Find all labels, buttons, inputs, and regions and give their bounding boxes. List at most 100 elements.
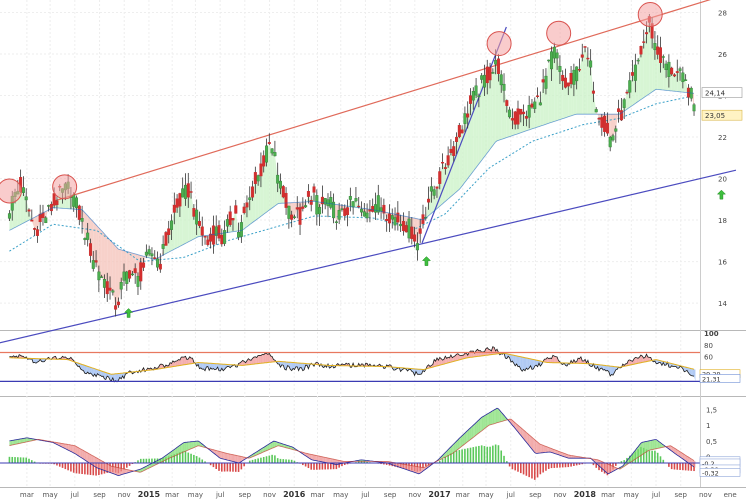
- rsi-tick-label: 100: [704, 330, 719, 338]
- macd-bear-fill: [336, 460, 337, 465]
- macd-histogram-bar: [229, 463, 231, 472]
- macd-bull-fill: [12, 440, 13, 445]
- macd-histogram-bar: [514, 463, 516, 470]
- candle-body: [117, 302, 120, 305]
- candle-body: [357, 206, 360, 207]
- candle-body: [8, 214, 11, 219]
- macd-bull-fill: [491, 411, 492, 425]
- candle-body: [142, 263, 145, 268]
- macd-bull-fill: [469, 428, 470, 441]
- highlight-circle: [547, 21, 571, 45]
- candle-body: [492, 72, 495, 73]
- candle-body: [47, 205, 50, 206]
- macd-bull-fill: [497, 408, 498, 423]
- candle-body: [338, 210, 341, 219]
- candle-body: [302, 207, 305, 209]
- macd-histogram-bar: [269, 456, 271, 463]
- macd-value-label: -0,32: [700, 468, 740, 477]
- macd-histogram-bar: [327, 463, 329, 469]
- candle-body: [103, 279, 106, 287]
- macd-bear-fill: [417, 467, 418, 474]
- candle-body: [640, 46, 643, 54]
- macd-bear-fill: [328, 458, 329, 463]
- candle-body: [601, 117, 604, 127]
- macd-bear-fill: [536, 441, 537, 454]
- candle-body: [413, 235, 416, 242]
- candle-body: [207, 240, 210, 245]
- macd-histogram-bar: [260, 458, 262, 463]
- candle-body: [620, 110, 623, 120]
- macd-histogram-bar: [475, 447, 477, 463]
- candle-body: [290, 215, 293, 220]
- macd-bull-fill: [480, 417, 481, 432]
- candle-body: [279, 181, 282, 188]
- candle-body: [609, 137, 612, 147]
- candle-body: [430, 187, 433, 192]
- highlight-circle: [487, 32, 511, 56]
- bearish-fill: [99, 228, 102, 277]
- macd-histogram-bar: [62, 463, 64, 468]
- rsi-upper-fill: [258, 355, 259, 363]
- candle-body: [525, 116, 528, 118]
- macd-bull-fill: [192, 441, 193, 448]
- candle-body: [293, 217, 296, 218]
- candle-body: [131, 274, 134, 275]
- candle-body: [95, 261, 98, 263]
- macd-bear-fill: [609, 465, 610, 474]
- y-tick-label: 16: [718, 259, 727, 267]
- x-tick-label: nov: [554, 491, 567, 499]
- candle-body: [626, 92, 629, 93]
- macd-histogram-bar: [478, 446, 480, 463]
- candle-body: [363, 212, 366, 217]
- macd-bear-fill: [607, 464, 608, 474]
- candle-body: [246, 203, 249, 208]
- candle-body: [578, 69, 581, 70]
- candle-body: [190, 191, 193, 192]
- macd-bull-fill: [655, 440, 656, 449]
- macd-bull-fill: [187, 442, 188, 451]
- macd-bear-fill: [324, 457, 325, 462]
- candle-body: [92, 260, 95, 268]
- candle-body: [25, 197, 28, 200]
- candle-body: [120, 282, 123, 289]
- candle-body: [380, 208, 383, 212]
- highlight-circle: [0, 179, 21, 203]
- macd-bull-fill: [459, 437, 460, 448]
- rsi-upper-fill: [267, 353, 268, 362]
- candle-body: [567, 83, 570, 86]
- macd-bull-fill: [185, 442, 186, 451]
- rsi-lower-fill: [691, 369, 692, 376]
- macd-histogram-bar: [472, 447, 474, 463]
- macd-histogram-bar: [215, 463, 217, 469]
- candle-body: [511, 118, 514, 120]
- x-tick-label: may: [624, 491, 639, 499]
- candle-body: [218, 225, 221, 238]
- macd-bear-fill: [322, 457, 323, 462]
- candle-body: [30, 220, 33, 221]
- macd-bear-fill: [311, 454, 312, 460]
- candle-body: [561, 75, 564, 81]
- candle-body: [450, 149, 453, 153]
- candle: [282, 185, 285, 198]
- macd-histogram-bar: [190, 454, 192, 463]
- macd-histogram-bar: [140, 459, 142, 463]
- y-tick-label: 28: [718, 9, 727, 17]
- rsi-lower-fill: [296, 363, 297, 367]
- macd-bear-fill: [79, 448, 80, 457]
- y-tick-label: 26: [718, 51, 727, 59]
- macd-histogram-bar: [537, 463, 539, 477]
- bullish-fill: [188, 190, 191, 242]
- candle-body: [170, 221, 173, 230]
- candle-body: [274, 152, 277, 156]
- x-tick-label: 2017: [428, 490, 450, 499]
- macd-bull-fill: [487, 413, 488, 426]
- macd-histogram-bar: [185, 451, 187, 463]
- candle-body: [254, 172, 257, 183]
- rsi-lower-fill: [524, 357, 525, 370]
- macd-bear-fill: [327, 458, 328, 463]
- candle-body: [469, 96, 472, 104]
- candle-body: [533, 102, 536, 109]
- macd-bull-fill: [191, 442, 192, 449]
- macd-histogram-bar: [445, 457, 447, 463]
- macd-bear-fill: [318, 456, 319, 461]
